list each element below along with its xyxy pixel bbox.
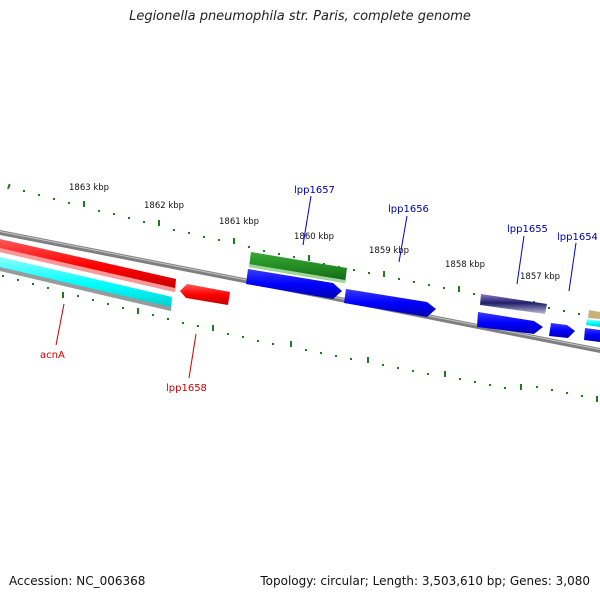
- gene-label-lpp1654: lpp1654: [557, 232, 598, 243]
- map-title: Legionella pneumophila str. Paris, compl…: [129, 9, 471, 24]
- tick-label-1862: 1862 kbp: [144, 201, 184, 211]
- topology-text: Topology: circular; Length: 3,503,610 bp…: [260, 574, 590, 588]
- feature-blue-4[interactable]: [549, 323, 575, 338]
- accession-text: Accession: NC_006368: [9, 574, 146, 588]
- feature-blue-2[interactable]: [344, 289, 436, 317]
- gene-label-acnA: acnA: [40, 350, 65, 361]
- gene-label-lpp1657: lpp1657: [294, 185, 335, 196]
- feature-lpp1657-green[interactable]: [249, 252, 347, 283]
- feature-navy-lpp1655[interactable]: [480, 294, 547, 314]
- tick-label-1861: 1861 kbp: [219, 217, 259, 227]
- feature-blue-1[interactable]: [246, 269, 342, 299]
- feature-tan-lpp1654[interactable]: [588, 310, 600, 319]
- tick-label-1858: 1858 kbp: [445, 260, 485, 270]
- tick-label-1863: 1863 kbp: [69, 183, 109, 193]
- gene-label-lpp1656: lpp1656: [388, 204, 429, 215]
- label-leader-lines: [55, 195, 577, 379]
- feature-blue-5[interactable]: [584, 328, 600, 342]
- gene-label-lpp1655: lpp1655: [507, 224, 548, 235]
- feature-lpp1657-green-edge: [249, 264, 345, 283]
- feature-blue-3[interactable]: [477, 312, 543, 334]
- tick-label-1860: 1860 kbp: [294, 232, 334, 242]
- feature-acnA-red-edge: [0, 248, 175, 292]
- tick-label-1857: 1857 kbp: [520, 272, 560, 282]
- feature-cyan-right[interactable]: [586, 319, 600, 327]
- lower-tick-track: [2, 275, 598, 402]
- tick-label-1859: 1859 kbp: [369, 246, 409, 256]
- gene-label-lpp1658: lpp1658: [166, 383, 207, 394]
- feature-acnA-cyan-edge: [0, 267, 171, 311]
- feature-lpp1658-red[interactable]: [180, 284, 230, 305]
